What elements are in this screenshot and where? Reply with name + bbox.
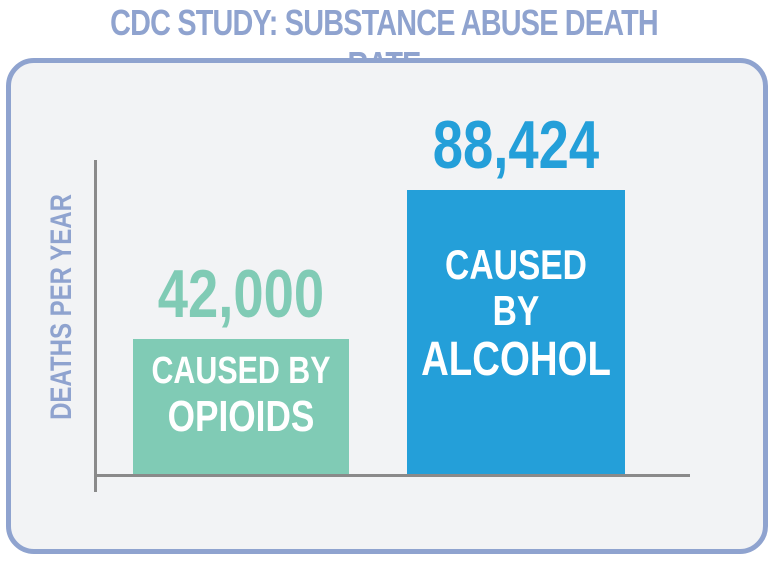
bar-label: CAUSED BY ALCOHOL (421, 241, 611, 387)
bar-alcohol (407, 190, 625, 474)
x-axis (94, 474, 690, 477)
data-label: 88,424 (432, 107, 600, 183)
data-label: 42,000 (157, 256, 325, 333)
y-axis (94, 160, 97, 492)
bar-label: CAUSED BY OPIOIDS (151, 350, 331, 441)
y-axis-label: DEATHS PER YEAR (45, 194, 78, 420)
chart-panel (6, 58, 768, 554)
bar-opioids (133, 339, 349, 474)
